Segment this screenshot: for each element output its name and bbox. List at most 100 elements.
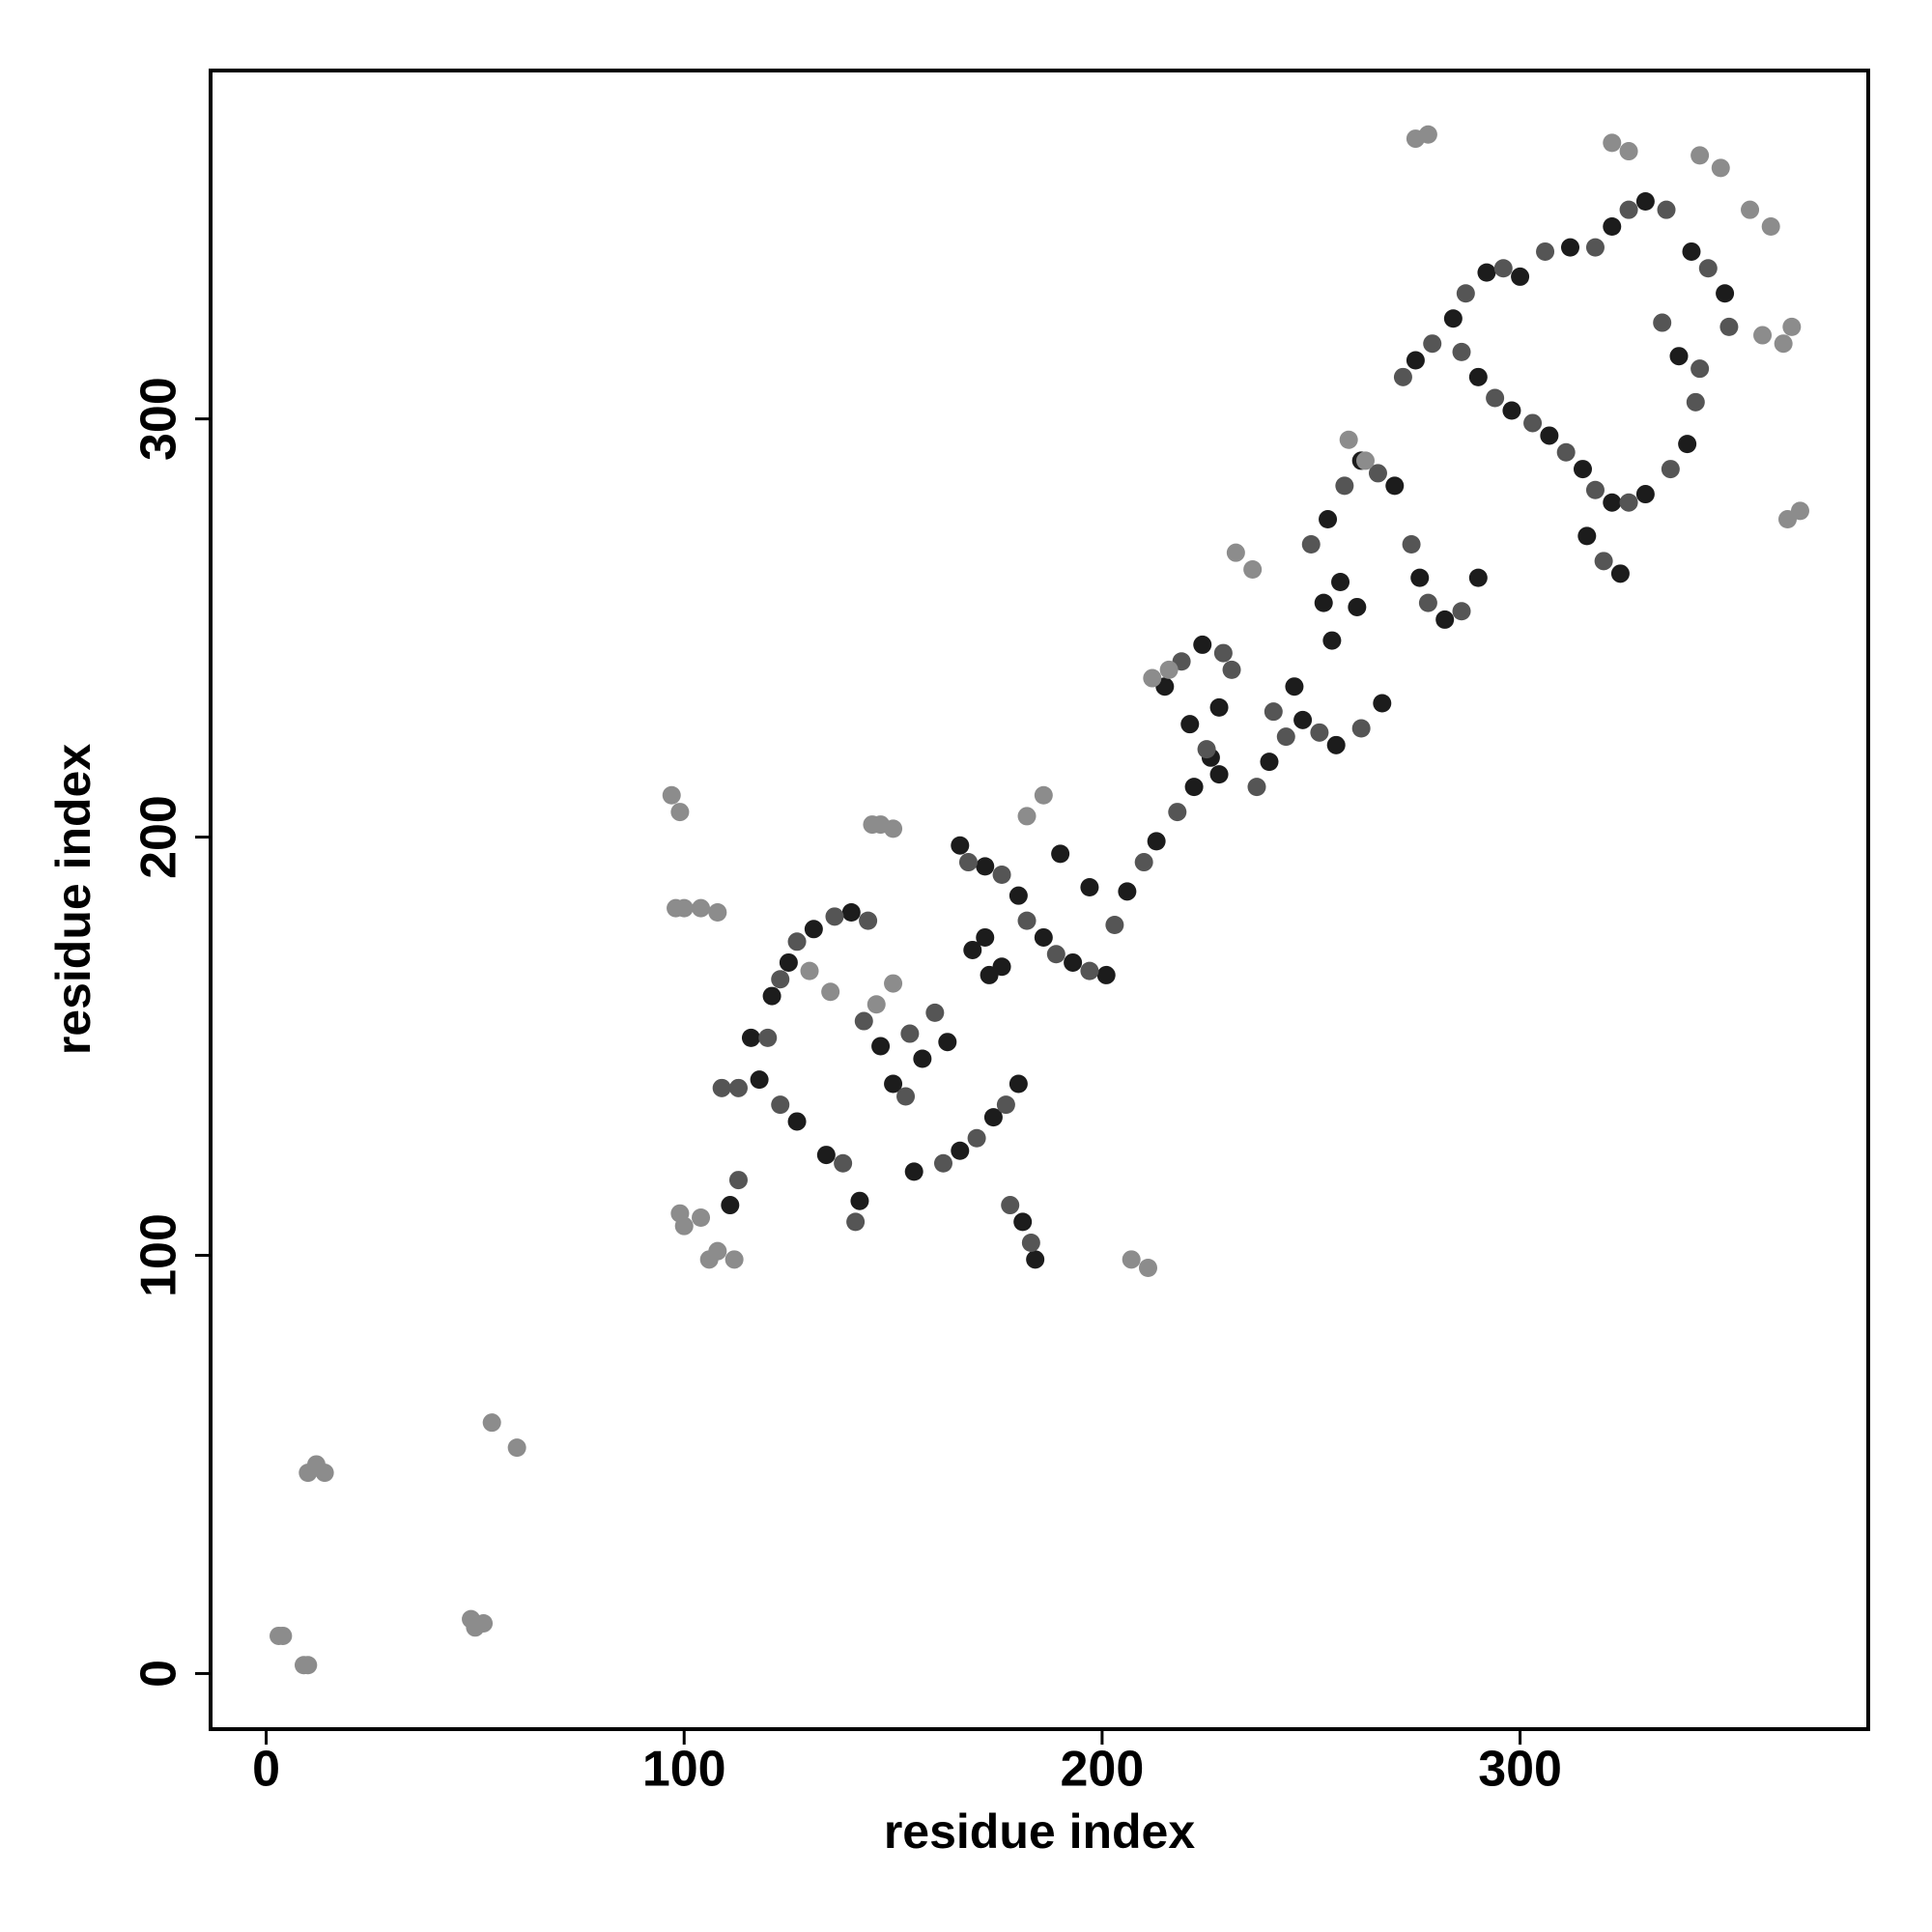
point — [1698, 259, 1718, 278]
point — [1418, 593, 1437, 612]
point — [1635, 485, 1655, 504]
point — [1610, 564, 1630, 583]
point — [1782, 317, 1802, 336]
point — [1213, 643, 1233, 663]
point — [871, 1037, 891, 1056]
point — [1339, 430, 1358, 449]
point — [1603, 493, 1622, 512]
point — [728, 1171, 748, 1190]
point — [1741, 200, 1760, 219]
x-tick-label: 300 — [1478, 1742, 1562, 1798]
point — [976, 857, 995, 876]
point — [834, 1153, 853, 1173]
point — [273, 1626, 293, 1645]
point — [1285, 677, 1304, 696]
point — [896, 1087, 916, 1106]
point — [859, 911, 878, 930]
point — [913, 1049, 932, 1068]
point — [1034, 785, 1053, 805]
point — [1105, 915, 1124, 934]
point — [1418, 125, 1437, 144]
point — [1351, 719, 1371, 738]
point — [1435, 610, 1455, 629]
point — [1209, 697, 1229, 717]
point — [1293, 710, 1313, 729]
point — [1080, 878, 1099, 897]
point — [1761, 216, 1780, 236]
point — [1143, 668, 1162, 688]
point — [841, 902, 861, 922]
point — [1184, 778, 1204, 797]
point — [1096, 965, 1116, 984]
point — [1452, 602, 1471, 621]
point — [1402, 535, 1421, 554]
point — [992, 957, 1011, 977]
point — [1619, 142, 1638, 161]
point — [1774, 334, 1793, 354]
point — [1348, 597, 1367, 616]
point — [1159, 660, 1179, 679]
point — [1355, 451, 1375, 470]
point — [1314, 593, 1333, 612]
point — [787, 1112, 807, 1131]
y-tick-label: 100 — [131, 1213, 187, 1297]
point — [1197, 740, 1216, 759]
point — [1468, 568, 1488, 587]
point — [1301, 535, 1321, 554]
point — [721, 1196, 740, 1215]
point — [816, 1146, 836, 1165]
point — [1021, 1234, 1040, 1253]
point — [1009, 1074, 1028, 1094]
point — [1653, 313, 1672, 332]
point — [1443, 309, 1463, 328]
point — [692, 898, 711, 918]
point — [963, 940, 982, 959]
point — [1777, 510, 1797, 529]
point — [1034, 927, 1053, 947]
point — [996, 1095, 1015, 1115]
point — [670, 803, 690, 822]
point — [938, 1033, 957, 1052]
point — [821, 982, 840, 1002]
point — [728, 1078, 748, 1097]
point — [482, 1413, 501, 1433]
point — [1456, 284, 1475, 303]
point — [1209, 765, 1229, 784]
point — [1682, 242, 1701, 261]
point — [854, 1011, 873, 1031]
point — [992, 866, 1011, 885]
point — [1468, 367, 1488, 386]
point — [1193, 635, 1212, 654]
point — [1319, 510, 1338, 529]
point — [662, 785, 681, 805]
point — [1619, 493, 1638, 512]
point — [708, 902, 727, 922]
point — [1373, 694, 1392, 713]
point — [1657, 200, 1676, 219]
point — [1080, 961, 1099, 980]
point — [1122, 1250, 1141, 1269]
point — [474, 1613, 494, 1633]
point — [1138, 1258, 1157, 1277]
point — [1222, 660, 1241, 679]
point — [951, 836, 970, 855]
point — [779, 952, 798, 972]
point — [1247, 778, 1266, 797]
point — [976, 927, 995, 947]
point — [951, 1141, 970, 1160]
point — [1573, 460, 1592, 479]
point — [1556, 442, 1576, 462]
point — [1619, 200, 1638, 219]
point — [1719, 317, 1739, 336]
point — [1406, 351, 1425, 370]
point — [925, 1003, 945, 1022]
point — [1523, 413, 1543, 433]
point — [1017, 807, 1037, 826]
point — [1690, 146, 1710, 165]
point — [1635, 192, 1655, 212]
point — [1536, 242, 1555, 261]
point — [1393, 367, 1412, 386]
point — [800, 961, 819, 980]
point — [708, 1241, 727, 1261]
